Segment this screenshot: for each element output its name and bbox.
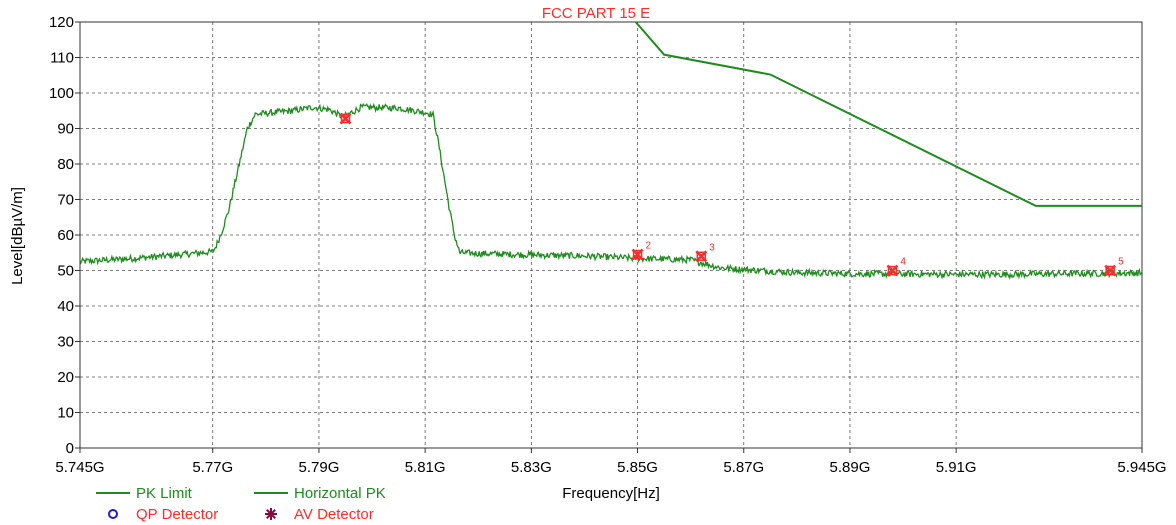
legend-entry: PK Limit	[96, 485, 193, 502]
x-tick-label: 5.745G	[55, 459, 104, 476]
y-tick-labels: 0 10 20 30 40 50 60 70 80 90 100 110 120	[49, 14, 74, 457]
marker-label: 2	[646, 241, 652, 252]
x-tick-label: 5.89G	[830, 459, 871, 476]
marker-box	[696, 251, 707, 262]
y-tick-label: 120	[49, 14, 74, 31]
y-tick-label: 100	[49, 85, 74, 102]
marker-point: 2	[631, 241, 652, 261]
marker-box	[632, 249, 643, 260]
x-tick-label: 5.81G	[405, 459, 446, 476]
x-tick-label: 5.79G	[299, 459, 340, 476]
marker-label: 3	[709, 242, 715, 253]
legend-circle-icon	[108, 509, 118, 519]
y-tick-label: 50	[57, 263, 74, 280]
x-tick-labels: 5.745G 5.77G 5.79G 5.81G 5.83G 5.85G 5.87G 5.89…	[55, 459, 1166, 476]
marker-label: 5	[1118, 257, 1124, 268]
marker-box	[887, 265, 898, 276]
y-tick-label: 70	[57, 192, 74, 209]
y-axis-title: Level[dBµV/m]	[9, 187, 26, 285]
marker-box	[1105, 265, 1115, 276]
marker-point: 5	[1104, 257, 1124, 277]
legend-label: QP Detector	[136, 506, 218, 523]
legend: PK Limit Horizontal PK QP Detector AV Detec…	[96, 485, 386, 523]
x-tick-label: 5.945G	[1117, 459, 1166, 476]
y-tick-label: 30	[57, 334, 74, 351]
legend-label: AV Detector	[294, 506, 374, 523]
y-tick-label: 60	[57, 227, 74, 244]
legend-entry: Horizontal PK	[254, 485, 386, 502]
y-tick-label: 10	[57, 405, 74, 422]
series-group	[80, 22, 1142, 280]
legend-label: PK Limit	[136, 485, 193, 502]
x-axis-title: Frequency[Hz]	[562, 485, 660, 502]
marker-box	[340, 113, 351, 124]
y-tick-label: 0	[66, 440, 74, 457]
legend-label: Horizontal PK	[294, 485, 386, 502]
legend-entry: AV Detector	[265, 506, 374, 523]
y-tick-label: 40	[57, 298, 74, 315]
marker-point: 3	[695, 242, 715, 263]
x-tick-label: 5.83G	[511, 459, 552, 476]
grid	[75, 21, 1143, 453]
legend-star-icon	[266, 509, 276, 519]
y-tick-label: 90	[57, 121, 74, 138]
x-tick-label: 5.87G	[723, 459, 764, 476]
marker-group: 2 3 4 5	[339, 112, 1124, 277]
x-tick-label: 5.77G	[192, 459, 233, 476]
chart-title: FCC PART 15 E	[542, 5, 650, 22]
legend-entry: QP Detector	[108, 506, 218, 523]
series-horizontal-pk	[80, 102, 1142, 280]
y-tick-label: 20	[57, 369, 74, 386]
marker-point: 4	[886, 257, 906, 277]
plot-frame	[79, 21, 1143, 449]
marker-point	[339, 112, 352, 125]
series-pk-limit	[634, 22, 1142, 207]
x-tick-label: 5.91G	[936, 459, 977, 476]
marker-label: 4	[900, 257, 906, 268]
y-tick-label: 80	[57, 156, 74, 173]
x-tick-label: 5.85G	[617, 459, 658, 476]
y-tick-label: 110	[50, 50, 74, 67]
